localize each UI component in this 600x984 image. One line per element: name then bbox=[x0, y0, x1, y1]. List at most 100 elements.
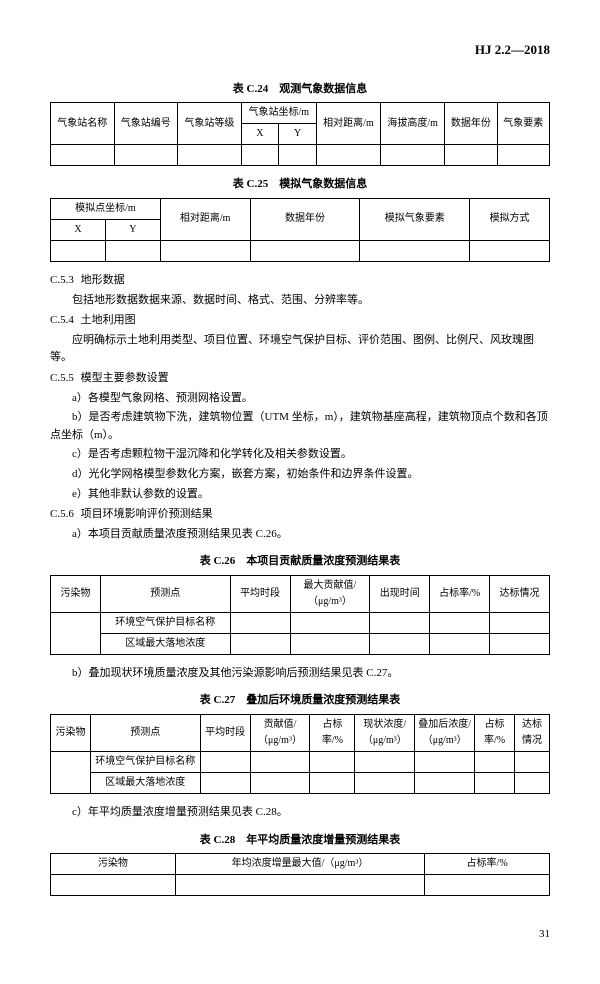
cell bbox=[497, 145, 549, 166]
cell bbox=[355, 773, 415, 794]
col-time: 出现时间 bbox=[370, 575, 430, 612]
col-year: 数据年份 bbox=[250, 198, 360, 240]
section-c53: C.5.3 地形数据 bbox=[50, 272, 550, 290]
table-c27-title: 表 C.27 叠加后环境质量浓度预测结果表 bbox=[50, 692, 550, 710]
cell bbox=[310, 752, 355, 773]
col-compliance: 达标情况 bbox=[490, 575, 550, 612]
table-c26: 污染物 预测点 平均时段 最大贡献值/（μg/m³） 出现时间 占标率/% 达标… bbox=[50, 575, 550, 655]
cell bbox=[178, 145, 242, 166]
cell bbox=[241, 145, 279, 166]
cell bbox=[200, 752, 250, 773]
cell bbox=[290, 612, 370, 633]
row-label: 环境空气保护目标名称 bbox=[100, 612, 230, 633]
col-pollutant: 污染物 bbox=[51, 854, 176, 875]
section-title: 模型主要参数设置 bbox=[81, 372, 169, 384]
cell bbox=[415, 752, 475, 773]
c53-body: 包括地形数据数据来源、数据时间、格式、范围、分辨率等。 bbox=[50, 292, 550, 310]
c55-d: d）光化学网格模型参数化方案，嵌套方案，初始条件和边界条件设置。 bbox=[50, 466, 550, 484]
cell bbox=[425, 875, 550, 896]
table-c26-title: 表 C.26 本项目贡献质量浓度预测结果表 bbox=[50, 553, 550, 571]
col-compliance: 达标情况 bbox=[515, 715, 550, 752]
c56-a: a）本项目贡献质量浓度预测结果见表 C.26。 bbox=[50, 526, 550, 544]
cell bbox=[490, 612, 550, 633]
cell bbox=[51, 145, 115, 166]
c-line: c）年平均质量浓度增量预测结果见表 C.28。 bbox=[50, 804, 550, 822]
col-ratio1: 占标率/% bbox=[310, 715, 355, 752]
col-pollutant: 污染物 bbox=[51, 575, 101, 612]
table-c24: 气象站名称 气象站编号 气象站等级 气象站坐标/m 相对距离/m 海拔高度/m … bbox=[50, 102, 550, 166]
section-title: 项目环境影响评价预测结果 bbox=[81, 508, 213, 520]
section-c54: C.5.4 土地利用图 bbox=[50, 312, 550, 330]
cell bbox=[51, 240, 106, 261]
section-c55: C.5.5 模型主要参数设置 bbox=[50, 370, 550, 388]
section-num: C.5.4 bbox=[50, 314, 74, 326]
col-station-name: 气象站名称 bbox=[51, 103, 115, 145]
col-point: 预测点 bbox=[90, 715, 200, 752]
table-c28-title: 表 C.28 年平均质量浓度增量预测结果表 bbox=[50, 832, 550, 850]
cell bbox=[430, 633, 490, 654]
col-x: X bbox=[241, 124, 279, 145]
cell bbox=[175, 875, 425, 896]
col-coord: 气象站坐标/m bbox=[241, 103, 316, 124]
col-y: Y bbox=[279, 124, 317, 145]
c55-b: b）是否考虑建筑物下洗，建筑物位置（UTM 坐标，m），建筑物基座高程，建筑物顶… bbox=[50, 409, 550, 444]
section-title: 地形数据 bbox=[81, 274, 125, 286]
section-c56: C.5.6 项目环境影响评价预测结果 bbox=[50, 506, 550, 524]
cell bbox=[51, 752, 91, 794]
col-x: X bbox=[51, 219, 106, 240]
cell bbox=[355, 752, 415, 773]
cell bbox=[51, 612, 101, 654]
cell bbox=[370, 612, 430, 633]
c54-body: 应明确标示土地利用类型、项目位置、环境空气保护目标、评价范围、图例、比例尺、风玫… bbox=[50, 332, 550, 367]
table-c24-title: 表 C.24 观测气象数据信息 bbox=[50, 81, 550, 99]
section-num: C.5.3 bbox=[50, 274, 74, 286]
cell bbox=[316, 145, 380, 166]
col-period: 平均时段 bbox=[200, 715, 250, 752]
cell bbox=[310, 773, 355, 794]
col-method: 模拟方式 bbox=[470, 198, 550, 240]
cell bbox=[250, 752, 310, 773]
cell bbox=[515, 773, 550, 794]
col-ratio: 占标率/% bbox=[430, 575, 490, 612]
row-label: 区域最大落地浓度 bbox=[90, 773, 200, 794]
col-point: 预测点 bbox=[100, 575, 230, 612]
b-line: b）叠加现状环境质量浓度及其他污染源影响后预测结果见表 C.27。 bbox=[50, 665, 550, 683]
cell bbox=[470, 240, 550, 261]
cell bbox=[290, 633, 370, 654]
cell bbox=[105, 240, 160, 261]
col-current: 现状浓度/（μg/m³） bbox=[355, 715, 415, 752]
col-overlay: 叠加后浓度/（μg/m³） bbox=[415, 715, 475, 752]
cell bbox=[250, 240, 360, 261]
cell bbox=[114, 145, 178, 166]
cell bbox=[415, 773, 475, 794]
col-annual: 年均浓度增量最大值/（μg/m³） bbox=[175, 854, 425, 875]
cell bbox=[160, 240, 250, 261]
col-pollutant: 污染物 bbox=[51, 715, 91, 752]
cell bbox=[475, 773, 515, 794]
standard-code: HJ 2.2—2018 bbox=[50, 40, 550, 61]
cell bbox=[250, 773, 310, 794]
table-c28: 污染物 年均浓度增量最大值/（μg/m³） 占标率/% bbox=[50, 853, 550, 896]
cell bbox=[370, 633, 430, 654]
col-station-level: 气象站等级 bbox=[178, 103, 242, 145]
row-label: 区域最大落地浓度 bbox=[100, 633, 230, 654]
col-elements: 模拟气象要素 bbox=[360, 198, 470, 240]
row-label: 环境空气保护目标名称 bbox=[90, 752, 200, 773]
cell bbox=[430, 612, 490, 633]
col-y: Y bbox=[105, 219, 160, 240]
col-ratio2: 占标率/% bbox=[475, 715, 515, 752]
c55-e: e）其他非默认参数的设置。 bbox=[50, 486, 550, 504]
cell bbox=[230, 633, 290, 654]
cell bbox=[445, 145, 497, 166]
c55-a: a）各模型气象网格、预测网格设置。 bbox=[50, 390, 550, 408]
col-year: 数据年份 bbox=[445, 103, 497, 145]
cell bbox=[515, 752, 550, 773]
table-c25: 模拟点坐标/m 相对距离/m 数据年份 模拟气象要素 模拟方式 X Y bbox=[50, 198, 550, 262]
col-contribution: 最大贡献值/（μg/m³） bbox=[290, 575, 370, 612]
cell bbox=[279, 145, 317, 166]
col-elements: 气象要素 bbox=[497, 103, 549, 145]
col-ratio: 占标率/% bbox=[425, 854, 550, 875]
table-c27: 污染物 预测点 平均时段 贡献值/（μg/m³） 占标率/% 现状浓度/（μg/… bbox=[50, 714, 550, 794]
section-title: 土地利用图 bbox=[81, 314, 136, 326]
col-sim-coord: 模拟点坐标/m bbox=[51, 198, 161, 219]
